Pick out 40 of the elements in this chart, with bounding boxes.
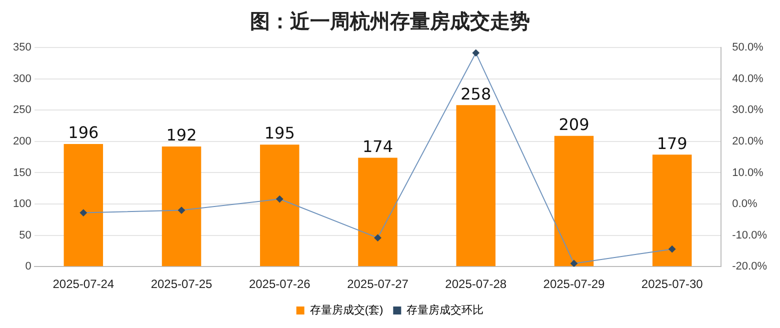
text: 209 — [558, 114, 590, 134]
text: 174 — [362, 136, 394, 156]
bar — [456, 105, 496, 266]
text: 196 — [68, 123, 99, 142]
chart-title: 图：近一周杭州存量房成交走势 — [249, 8, 531, 35]
y-tick-label: 100 — [12, 198, 32, 210]
bar — [64, 144, 104, 266]
text: 179 — [656, 134, 688, 153]
y-tick-label: 50 — [19, 229, 32, 242]
y2-tick-label: 30.0% — [732, 104, 764, 116]
bar — [162, 146, 202, 266]
bar — [358, 158, 398, 266]
y2-tick-label: 20.0% — [732, 135, 764, 148]
bar — [260, 144, 300, 266]
y2-tick-label: 50.0% — [732, 42, 764, 54]
x-tick-label: 2025-07-24 — [52, 277, 114, 292]
y-tick-label: 350 — [12, 42, 32, 54]
legend-label: 存量房成交(套) — [310, 304, 384, 317]
x-tick-label: 2025-07-25 — [150, 277, 213, 292]
text: 192 — [166, 126, 197, 145]
x-tick-label: 2025-07-30 — [641, 277, 704, 292]
y2-tick-label: 40.0% — [732, 72, 764, 85]
x-tick-label: 2025-07-26 — [248, 277, 311, 292]
y-tick-label: 250 — [12, 104, 32, 116]
x-tick-label: 2025-07-29 — [543, 277, 605, 292]
y2-tick-label: 0.0% — [732, 198, 758, 210]
y-tick-label: 300 — [12, 72, 32, 85]
bar — [554, 136, 594, 266]
y-tick-label: 150 — [12, 166, 32, 179]
y2-tick-label: -20.0% — [732, 260, 768, 273]
y-tick-label: 200 — [12, 135, 32, 148]
text: 195 — [264, 124, 295, 143]
bar — [652, 154, 692, 266]
y2-tick-label: 10.0% — [732, 166, 764, 179]
y-tick-label: 0 — [25, 260, 32, 273]
x-tick-label: 2025-07-28 — [445, 277, 507, 292]
text: 258 — [460, 84, 492, 104]
x-tick-label: 2025-07-27 — [347, 277, 409, 292]
legend-label: 存量房成交环比 — [406, 304, 484, 317]
y2-tick-label: -10.0% — [732, 229, 768, 242]
